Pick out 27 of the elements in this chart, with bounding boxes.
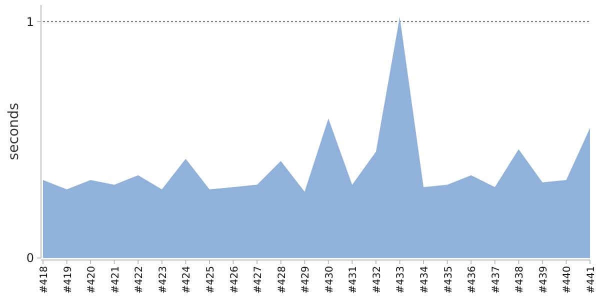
x-tick-label: #426: [229, 266, 240, 294]
x-tick-label: #419: [62, 266, 74, 294]
x-tick-label: #433: [396, 266, 407, 294]
y-tick-label: 0: [26, 251, 34, 266]
x-tick-label: #434: [420, 266, 431, 294]
x-tick-label: #424: [182, 266, 193, 294]
x-tick-label: #441: [586, 266, 597, 294]
x-tick-label: #423: [158, 266, 169, 294]
x-tick-label: #418: [39, 266, 50, 294]
x-tick-label: #425: [205, 266, 216, 294]
x-tick-label: #439: [538, 266, 550, 294]
x-tick-label: #421: [110, 266, 122, 294]
x-tick-label: #436: [467, 266, 478, 294]
x-tick-label: #438: [514, 266, 526, 294]
x-tick-label: #428: [276, 266, 288, 294]
x-tick-label: #430: [324, 266, 336, 294]
x-tick-label: #429: [300, 266, 312, 294]
y-axis-title: seconds: [6, 102, 22, 160]
x-tick-label: #440: [562, 266, 574, 294]
x-tick-label: #431: [348, 266, 360, 294]
x-tick-label: #422: [134, 266, 146, 294]
x-tick-label: #437: [490, 266, 502, 294]
x-tick-label: #427: [253, 266, 264, 294]
x-tick-label: #432: [372, 266, 383, 294]
x-tick-label: #435: [443, 266, 454, 294]
x-tick-label: #420: [86, 266, 98, 294]
y-tick-label: 1: [26, 14, 34, 29]
